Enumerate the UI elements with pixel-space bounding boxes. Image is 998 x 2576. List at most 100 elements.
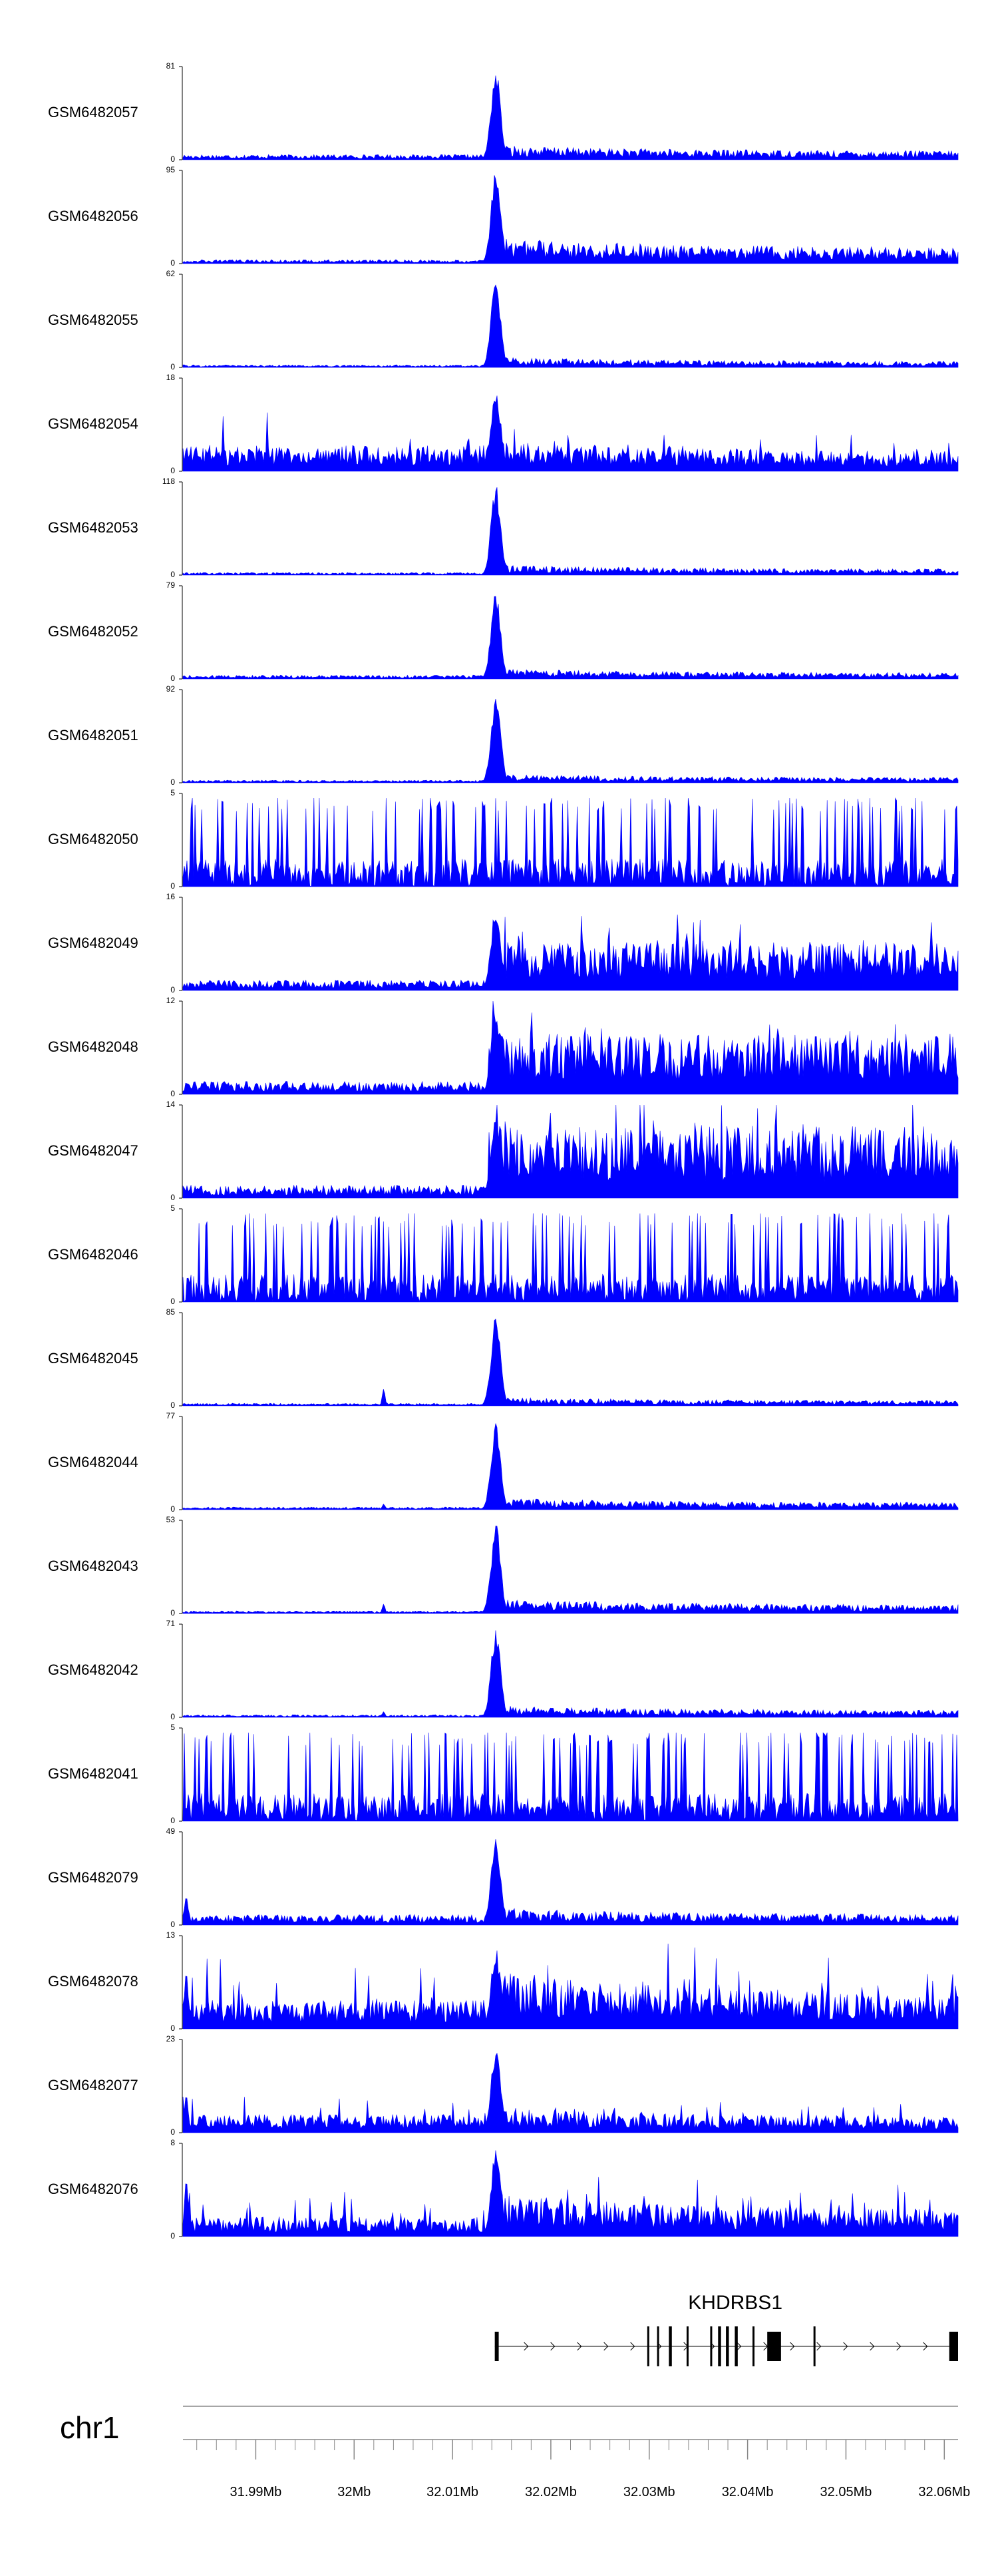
x-axis-tick-label: 32.06Mb [918, 2485, 971, 2499]
exon [710, 2326, 713, 2366]
y-max-label: 95 [166, 165, 175, 174]
y-max-label: 79 [166, 580, 175, 590]
y-min-label: 0 [170, 985, 175, 994]
track-GSM6482041 [179, 1727, 959, 1822]
track-GSM6482045 [179, 1312, 959, 1406]
y-min-label: 0 [170, 1089, 175, 1098]
track-label: GSM6482052 [48, 623, 138, 640]
y-max-label: 53 [166, 1515, 175, 1524]
track-label: GSM6482042 [48, 1661, 138, 1678]
gene-model [494, 2326, 958, 2366]
y-min-label: 0 [170, 466, 175, 475]
y-max-label: 62 [166, 269, 175, 278]
track-GSM6482078 [179, 1935, 959, 2030]
x-axis-tick-label: 32Mb [337, 2485, 371, 2499]
track-label: GSM6482050 [48, 831, 138, 847]
y-min-label: 0 [170, 1193, 175, 1202]
exon [657, 2326, 659, 2366]
y-max-label: 23 [166, 2034, 175, 2043]
strand-arrow [737, 2342, 742, 2351]
track-label: GSM6482057 [48, 104, 138, 120]
y-max-label: 14 [166, 1100, 175, 1109]
y-max-label: 92 [166, 684, 175, 694]
strand-arrow [790, 2342, 795, 2351]
y-min-label: 0 [170, 1297, 175, 1306]
coverage-area [182, 395, 959, 472]
y-min-label: 0 [170, 258, 175, 268]
y-min-label: 0 [170, 1608, 175, 1617]
track-label: GSM6482045 [48, 1350, 138, 1367]
track-GSM6482051 [179, 689, 959, 783]
track-GSM6482077 [179, 2039, 959, 2133]
strand-arrow [923, 2342, 928, 2351]
y-min-label: 0 [170, 1816, 175, 1825]
track-GSM6482053 [179, 481, 959, 576]
y-max-label: 71 [166, 1619, 175, 1628]
exon [752, 2326, 755, 2366]
x-axis-tick-label: 32.04Mb [721, 2485, 774, 2499]
track-label: GSM6482051 [48, 727, 138, 744]
track-GSM6482076 [179, 2143, 959, 2237]
x-axis-tick-label: 32.03Mb [623, 2485, 675, 2499]
y-min-label: 0 [170, 1400, 175, 1410]
y-min-label: 0 [170, 1504, 175, 1514]
coverage-area [182, 596, 959, 680]
coverage-area [182, 1213, 959, 1303]
exon [813, 2326, 816, 2366]
y-min-label: 0 [170, 2024, 175, 2033]
y-max-label: 118 [162, 477, 175, 486]
track-GSM6482052 [179, 585, 959, 680]
track-label: GSM6482044 [48, 1454, 138, 1470]
y-max-label: 77 [166, 1411, 175, 1420]
y-max-label: 5 [170, 1723, 175, 1732]
track-label: GSM6482049 [48, 935, 138, 951]
exon [767, 2332, 781, 2361]
track-label: GSM6482078 [48, 1973, 138, 1990]
track-label: GSM6482053 [48, 519, 138, 536]
track-label: GSM6482076 [48, 2181, 138, 2197]
track-GSM6482048 [179, 1000, 959, 1095]
track-GSM6482050 [179, 793, 959, 887]
y-max-label: 18 [166, 373, 175, 382]
y-min-label: 0 [170, 154, 175, 164]
y-max-label: 5 [170, 788, 175, 797]
coverage-area [182, 797, 959, 887]
strand-arrow [870, 2342, 875, 2351]
exon [647, 2326, 649, 2366]
track-label: GSM6482077 [48, 2077, 138, 2093]
track-label: GSM6482079 [48, 1869, 138, 1886]
y-min-label: 0 [170, 1712, 175, 1721]
track-GSM6482049 [179, 897, 959, 991]
track-GSM6482054 [179, 377, 959, 472]
coverage-area [182, 1839, 959, 1926]
exon [726, 2326, 729, 2366]
track-label: GSM6482043 [48, 1558, 138, 1574]
y-min-label: 0 [170, 1920, 175, 1929]
strand-arrow [550, 2342, 556, 2351]
exon [735, 2326, 738, 2366]
track-GSM6482047 [179, 1104, 959, 1199]
gene-name-label: KHDRBS1 [688, 2292, 783, 2314]
y-min-label: 0 [170, 777, 175, 787]
coverage-area [182, 2052, 959, 2133]
y-max-label: 49 [166, 1826, 175, 1836]
exon [949, 2332, 958, 2361]
track-label: GSM6482054 [48, 415, 138, 432]
track-GSM6482079 [179, 1831, 959, 1926]
y-max-label: 16 [166, 892, 175, 901]
track-label: GSM6482047 [48, 1142, 138, 1159]
coverage-area [182, 1732, 959, 1822]
coverage-area [182, 1104, 959, 1199]
coverage-area [182, 75, 959, 160]
track-GSM6482046 [179, 1208, 959, 1303]
exon [686, 2326, 689, 2366]
track-label: GSM6482046 [48, 1246, 138, 1263]
y-max-label: 85 [166, 1307, 175, 1317]
y-min-label: 0 [170, 362, 175, 371]
coverage-area [182, 284, 959, 368]
exon [669, 2326, 672, 2366]
track-GSM6482042 [179, 1623, 959, 1718]
strand-arrow [896, 2342, 902, 2351]
coverage-area [182, 699, 959, 783]
